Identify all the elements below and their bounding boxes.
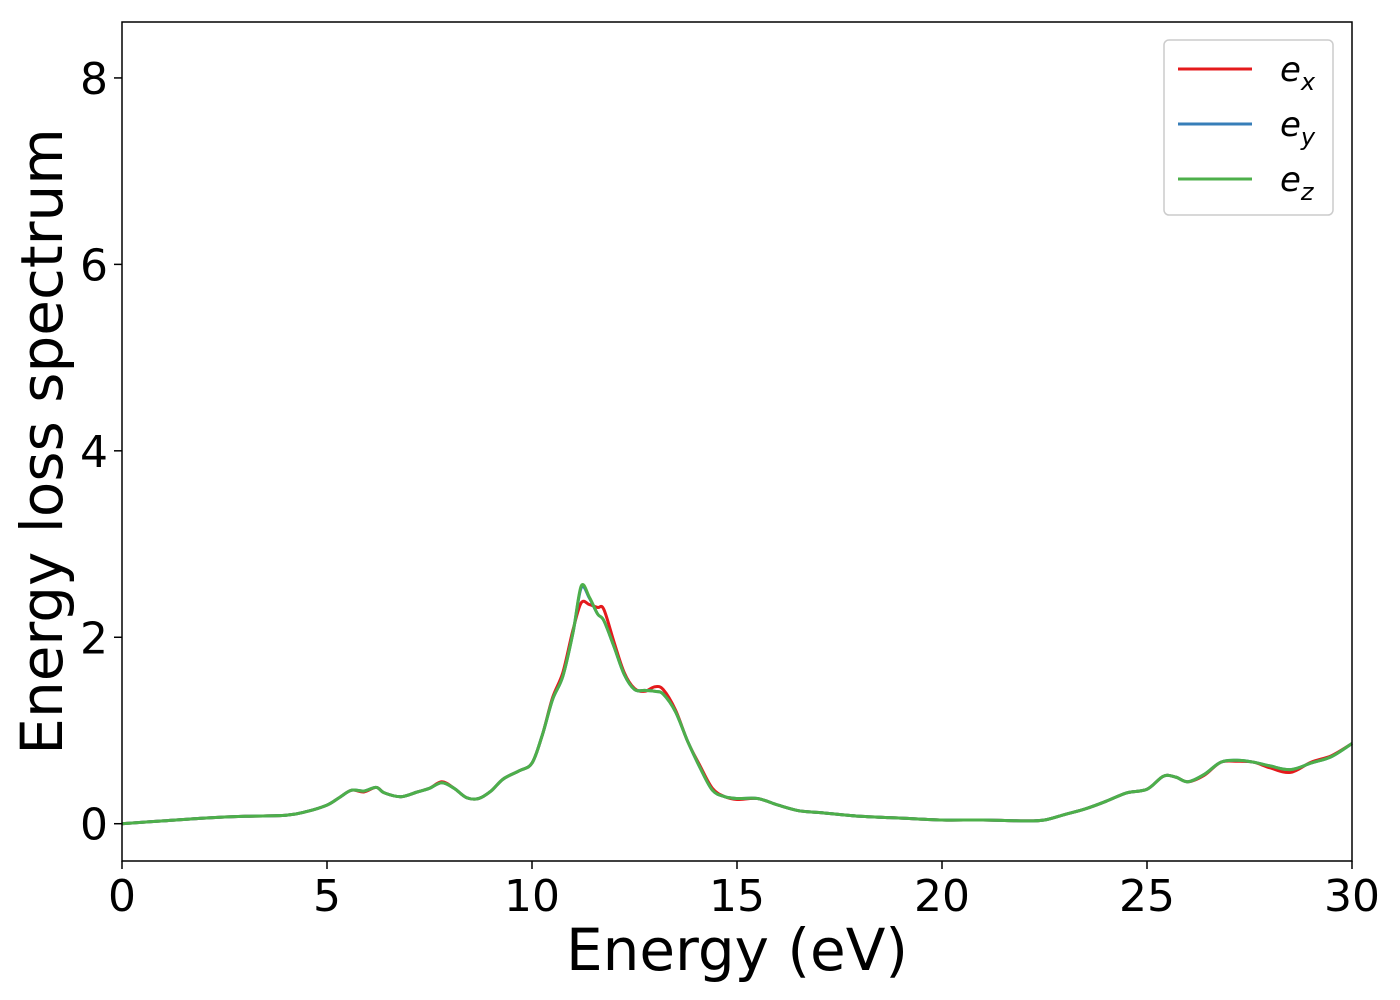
- y-tick-label: 8: [80, 54, 108, 105]
- y-tick-label: 6: [80, 240, 108, 291]
- y-axis-ticks: 0 2 4 6 8: [80, 54, 122, 851]
- x-axis-title: Energy (eV): [566, 916, 908, 984]
- y-tick-label: 4: [80, 427, 108, 478]
- x-tick-label: 0: [108, 871, 136, 922]
- plot-lines: [121, 583, 1353, 826]
- legend-label-e_x: ex: [1280, 50, 1316, 96]
- x-tick-label: 10: [504, 871, 560, 922]
- x-tick-label: 5: [313, 871, 341, 922]
- legend-box: [1163, 39, 1334, 216]
- y-tick-label: 2: [80, 613, 108, 664]
- y-axis-title: Energy loss spectrum: [8, 128, 76, 754]
- x-axis-ticks: 0 5 10 15 20 25 30: [108, 861, 1380, 922]
- x-tick-label: 30: [1324, 871, 1380, 922]
- series-line-e_z: [121, 583, 1353, 826]
- legend-label-e_y: ey: [1280, 105, 1316, 151]
- x-tick-label: 25: [1119, 871, 1175, 922]
- x-tick-label: 15: [709, 871, 765, 922]
- x-tick-label: 20: [914, 871, 970, 922]
- y-tick-label: 0: [80, 800, 108, 851]
